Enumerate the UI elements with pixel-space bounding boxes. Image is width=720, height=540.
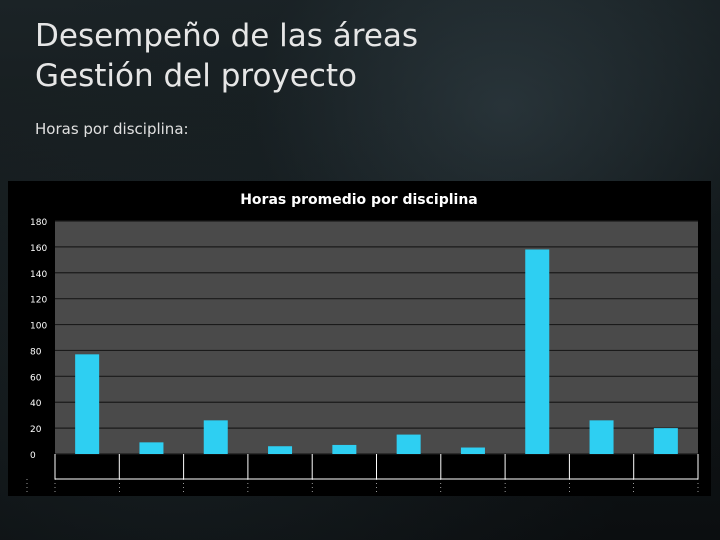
gridlines [55,220,698,455]
y-tick-label: 40 [30,399,42,409]
chart-title: Horas promedio por disciplina [240,192,478,208]
slide-title-line-2: Gestión del proyecto [35,58,357,94]
y-axis-ticks: 0 20 40 60 80 100 120 140 160 180 [30,218,47,461]
bar [653,428,678,454]
y-tick-label: 60 [30,373,42,383]
slide-title: Desempeño de las áreas Gestión del proye… [35,16,418,96]
chart-container: Horas promedio por disciplina 0 20 40 60 80 1… [8,181,711,496]
plot-area [55,221,698,454]
y-tick-label: 20 [30,425,42,435]
bar [396,434,421,454]
bar [332,444,357,454]
y-tick-label: 100 [30,322,47,332]
bar [268,446,293,454]
slide-subtitle: Horas por disciplina: [35,120,189,138]
bar [460,447,485,454]
bar-chart: Horas promedio por disciplina 0 20 40 60 80 1… [26,192,699,493]
slide-title-line-1: Desempeño de las áreas [35,18,419,54]
bar [75,354,100,454]
data-table [26,454,699,493]
bars [75,249,678,454]
y-tick-label: 0 [30,451,36,461]
bar [139,442,164,454]
y-tick-label: 160 [30,244,47,254]
y-tick-label: 140 [30,270,47,280]
y-tick-label: 180 [30,218,47,228]
bar [525,249,550,454]
y-tick-label: 80 [30,347,42,357]
y-tick-label: 120 [30,296,47,306]
bar [203,420,228,454]
bar [589,420,614,454]
